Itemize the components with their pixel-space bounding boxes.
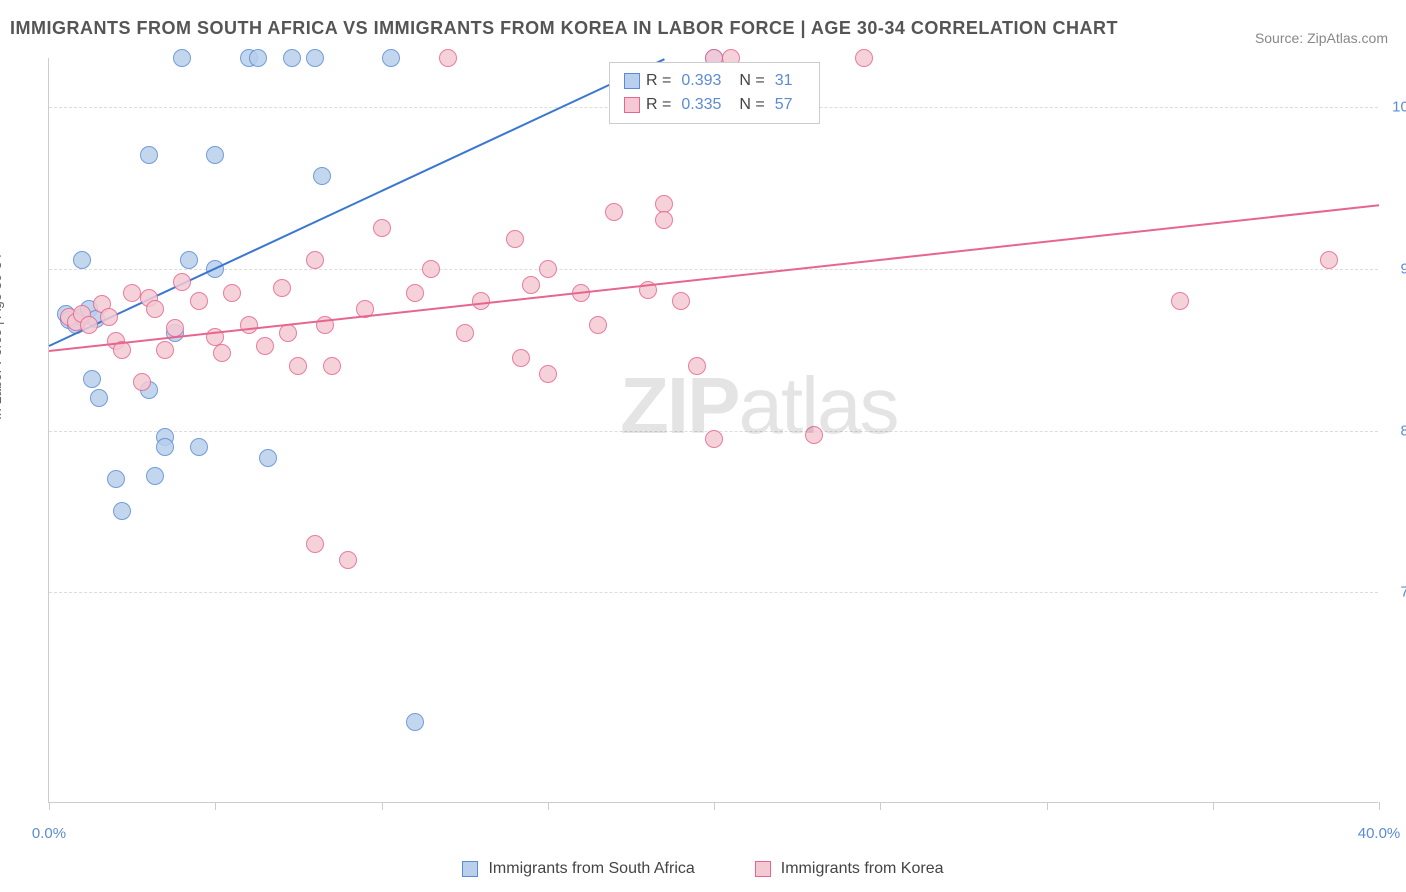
bottom-legend: Immigrants from South Africa Immigrants f… — [0, 860, 1406, 878]
stats-legend: R = 0.393 N = 31 R = 0.335 N = 57 — [609, 62, 820, 124]
scatter-point-korea — [406, 284, 424, 302]
scatter-point-korea — [589, 316, 607, 334]
scatter-point-korea — [213, 344, 231, 362]
scatter-point-korea — [1320, 251, 1338, 269]
x-tick — [1047, 802, 1048, 810]
scatter-point-sa — [283, 49, 301, 67]
scatter-point-korea — [539, 260, 557, 278]
scatter-point-sa — [190, 438, 208, 456]
x-tick-label: 40.0% — [1358, 825, 1401, 842]
scatter-point-korea — [156, 341, 174, 359]
scatter-point-sa — [90, 389, 108, 407]
scatter-point-sa — [113, 502, 131, 520]
scatter-point-sa — [107, 470, 125, 488]
scatter-point-korea — [605, 203, 623, 221]
scatter-point-korea — [273, 279, 291, 297]
y-axis-label: In Labor Force | Age 30-34 — [0, 254, 4, 420]
scatter-point-korea — [655, 211, 673, 229]
scatter-point-korea — [133, 373, 151, 391]
scatter-point-korea — [173, 273, 191, 291]
x-tick — [49, 802, 50, 810]
x-tick — [548, 802, 549, 810]
legend-n-label: N = — [739, 69, 764, 93]
scatter-point-korea — [512, 349, 530, 367]
scatter-point-korea — [422, 260, 440, 278]
scatter-point-korea — [456, 324, 474, 342]
bottom-legend-label: Immigrants from Korea — [781, 860, 944, 878]
chart-title: IMMIGRANTS FROM SOUTH AFRICA VS IMMIGRAN… — [10, 18, 1118, 39]
legend-n-value: 31 — [775, 69, 793, 93]
scatter-point-korea — [289, 357, 307, 375]
scatter-point-sa — [146, 467, 164, 485]
scatter-point-sa — [306, 49, 324, 67]
scatter-point-sa — [313, 167, 331, 185]
scatter-point-korea — [306, 535, 324, 553]
scatter-point-korea — [339, 551, 357, 569]
scatter-point-sa — [180, 251, 198, 269]
scatter-point-korea — [223, 284, 241, 302]
y-tick-label: 70.0% — [1400, 584, 1406, 601]
scatter-point-korea — [190, 292, 208, 310]
x-tick — [215, 802, 216, 810]
legend-r-label: R = — [646, 69, 671, 93]
y-tick-label: 90.0% — [1400, 260, 1406, 277]
scatter-point-korea — [100, 308, 118, 326]
scatter-point-korea — [373, 219, 391, 237]
x-tick-label: 0.0% — [32, 825, 66, 842]
scatter-point-korea — [855, 49, 873, 67]
scatter-point-korea — [1171, 292, 1189, 310]
x-tick — [382, 802, 383, 810]
scatter-point-sa — [406, 713, 424, 731]
x-tick — [1379, 802, 1380, 810]
scatter-point-sa — [206, 146, 224, 164]
legend-swatch — [462, 861, 478, 877]
scatter-point-korea — [146, 300, 164, 318]
stats-legend-row: R = 0.393 N = 31 — [624, 69, 805, 93]
bottom-legend-item: Immigrants from South Africa — [462, 860, 694, 878]
scatter-point-sa — [259, 449, 277, 467]
scatter-point-sa — [73, 251, 91, 269]
scatter-point-sa — [156, 438, 174, 456]
scatter-point-korea — [306, 251, 324, 269]
x-tick — [880, 802, 881, 810]
y-tick-label: 80.0% — [1400, 422, 1406, 439]
scatter-point-sa — [140, 146, 158, 164]
legend-swatch — [755, 861, 771, 877]
legend-n-value: 57 — [775, 93, 793, 117]
gridline-h — [49, 269, 1378, 270]
legend-swatch — [624, 73, 640, 89]
legend-r-value: 0.335 — [681, 93, 721, 117]
legend-r-value: 0.393 — [681, 69, 721, 93]
bottom-legend-label: Immigrants from South Africa — [488, 860, 694, 878]
bottom-legend-item: Immigrants from Korea — [755, 860, 944, 878]
scatter-point-korea — [506, 230, 524, 248]
source-attribution: Source: ZipAtlas.com — [1255, 30, 1388, 46]
x-tick — [1213, 802, 1214, 810]
watermark-bold: ZIP — [620, 361, 738, 450]
scatter-point-korea — [279, 324, 297, 342]
legend-swatch — [624, 97, 640, 113]
scatter-point-korea — [123, 284, 141, 302]
scatter-point-korea — [522, 276, 540, 294]
scatter-point-korea — [539, 365, 557, 383]
scatter-point-korea — [323, 357, 341, 375]
legend-n-label: N = — [739, 93, 764, 117]
scatter-point-korea — [240, 316, 258, 334]
x-tick — [714, 802, 715, 810]
gridline-h — [49, 592, 1378, 593]
scatter-point-sa — [382, 49, 400, 67]
stats-legend-row: R = 0.335 N = 57 — [624, 93, 805, 117]
watermark: ZIPatlas — [620, 360, 897, 452]
scatter-point-korea — [80, 316, 98, 334]
y-tick-label: 100.0% — [1392, 98, 1406, 115]
scatter-point-korea — [256, 337, 274, 355]
scatter-point-sa — [83, 370, 101, 388]
scatter-point-korea — [672, 292, 690, 310]
scatter-point-sa — [173, 49, 191, 67]
scatter-point-sa — [249, 49, 267, 67]
watermark-light: atlas — [738, 361, 897, 450]
scatter-point-korea — [439, 49, 457, 67]
trendline-korea — [49, 204, 1379, 352]
legend-r-label: R = — [646, 93, 671, 117]
